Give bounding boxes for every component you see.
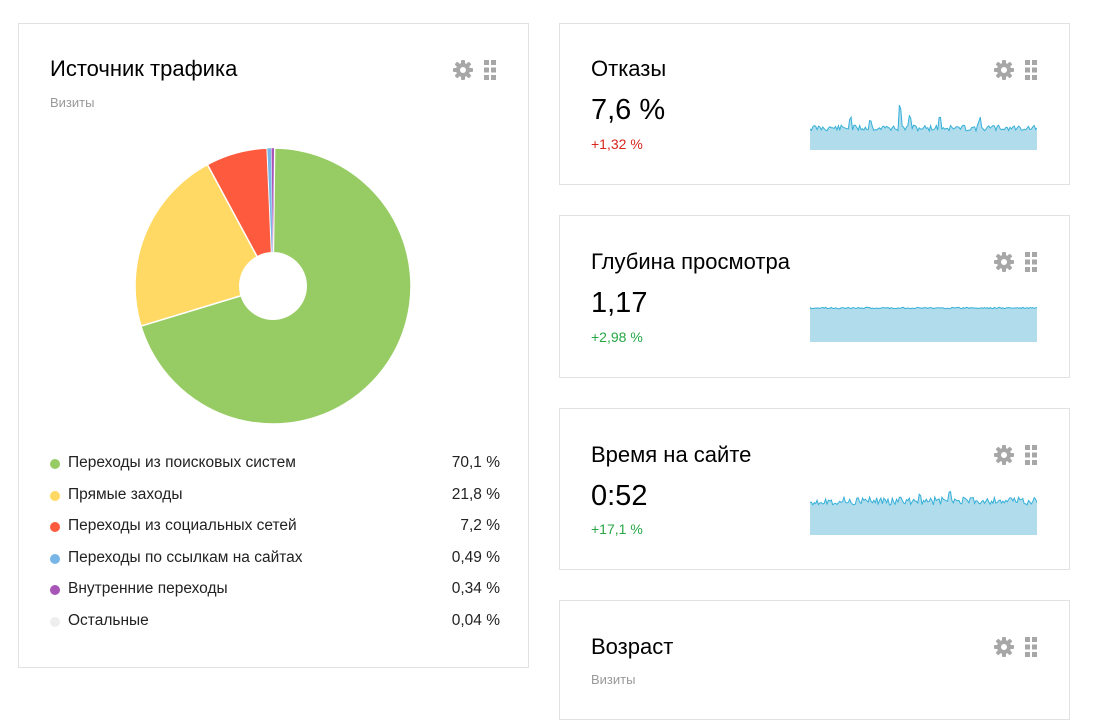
traffic-legend: Переходы из поисковых систем 70,1 % Прямые… [50, 452, 500, 641]
metric-value: 0:52 [591, 480, 648, 512]
legend-percent: 70,1 % [451, 454, 500, 471]
legend-percent: 0,04 % [451, 611, 500, 629]
metric-delta: +2,98 % [591, 329, 643, 345]
gear-icon[interactable] [452, 59, 474, 81]
legend-item[interactable]: Прямые заходы 21,8 % [50, 484, 500, 516]
legend-label: Прямые заходы [68, 485, 183, 503]
legend-label: Переходы по ссылкам на сайтах [68, 548, 303, 566]
legend-label: Переходы из социальных сетей [68, 517, 297, 534]
widget-title: Время на сайте [591, 442, 752, 467]
legend-item[interactable]: Внутренние переходы 0,34 % [50, 578, 500, 610]
legend-label: Переходы из поисковых систем [68, 454, 296, 471]
traffic-pie-chart [134, 147, 412, 425]
time-on-site-widget: Время на сайте 0:52 +17,1 % [559, 408, 1070, 570]
gear-icon[interactable] [993, 251, 1015, 273]
legend-item[interactable]: Переходы по ссылкам на сайтах 0,49 % [50, 547, 500, 579]
drag-handle-icon[interactable] [1024, 636, 1038, 658]
metric-delta: +1,32 % [591, 136, 643, 152]
gear-icon[interactable] [993, 59, 1015, 81]
widget-title: Отказы [591, 56, 667, 81]
pie-slice[interactable] [272, 147, 275, 287]
legend-percent: 0,34 % [451, 580, 500, 597]
sparkline-line [810, 105, 1037, 133]
legend-color-dot [50, 616, 60, 627]
drag-handle-icon[interactable] [1024, 444, 1038, 466]
sparkline-area [810, 105, 1037, 150]
metric-delta: +17,1 % [591, 521, 643, 537]
widget-title: Глубина просмотра [591, 249, 790, 274]
widget-tools [993, 444, 1038, 466]
metric-value: 7,6 % [591, 94, 666, 126]
pie-center-hole [239, 252, 307, 320]
widget-tools [993, 59, 1038, 81]
time-sparkline [810, 490, 1037, 535]
page-depth-widget: Глубина просмотра 1,17 +2,98 % [559, 215, 1070, 378]
sparkline-area [810, 307, 1037, 342]
legend-color-dot [50, 459, 60, 469]
widget-title: Источник трафика [50, 56, 238, 81]
traffic-source-widget: Источник трафика Визиты [18, 23, 529, 668]
legend-color-dot [50, 553, 60, 564]
widget-subtitle: Визиты [50, 95, 95, 110]
legend-label: Внутренние переходы [68, 580, 228, 597]
drag-handle-icon[interactable] [483, 59, 497, 81]
age-widget: Возраст Визиты [559, 600, 1070, 720]
legend-percent: 0,49 % [451, 548, 500, 566]
widget-tools [993, 251, 1038, 273]
bounce-sparkline [810, 105, 1037, 150]
legend-percent: 7,2 % [460, 517, 500, 534]
widget-subtitle: Визиты [591, 672, 636, 687]
legend-color-dot [50, 490, 60, 501]
legend-color-dot [50, 585, 60, 595]
drag-handle-icon[interactable] [1024, 59, 1038, 81]
gear-icon[interactable] [993, 444, 1015, 466]
widget-tools [452, 59, 497, 81]
drag-handle-icon[interactable] [1024, 251, 1038, 273]
sparkline-line [810, 306, 1037, 310]
widget-tools [993, 636, 1038, 658]
bounce-rate-widget: Отказы 7,6 % +1,32 % [559, 23, 1070, 185]
legend-item[interactable]: Переходы из поисковых систем 70,1 % [50, 452, 500, 484]
legend-item[interactable]: Остальные 0,04 % [50, 610, 500, 642]
legend-item[interactable]: Переходы из социальных сетей 7,2 % [50, 515, 500, 547]
legend-percent: 21,8 % [451, 485, 500, 503]
sparkline-line [810, 490, 1037, 506]
metric-value: 1,17 [591, 287, 648, 319]
depth-sparkline [810, 306, 1037, 342]
sparkline-area [810, 491, 1037, 535]
widget-title: Возраст [591, 634, 674, 659]
legend-label: Остальные [68, 611, 149, 629]
pie-slice[interactable] [134, 163, 275, 327]
gear-icon[interactable] [993, 636, 1015, 658]
legend-color-dot [50, 522, 60, 532]
